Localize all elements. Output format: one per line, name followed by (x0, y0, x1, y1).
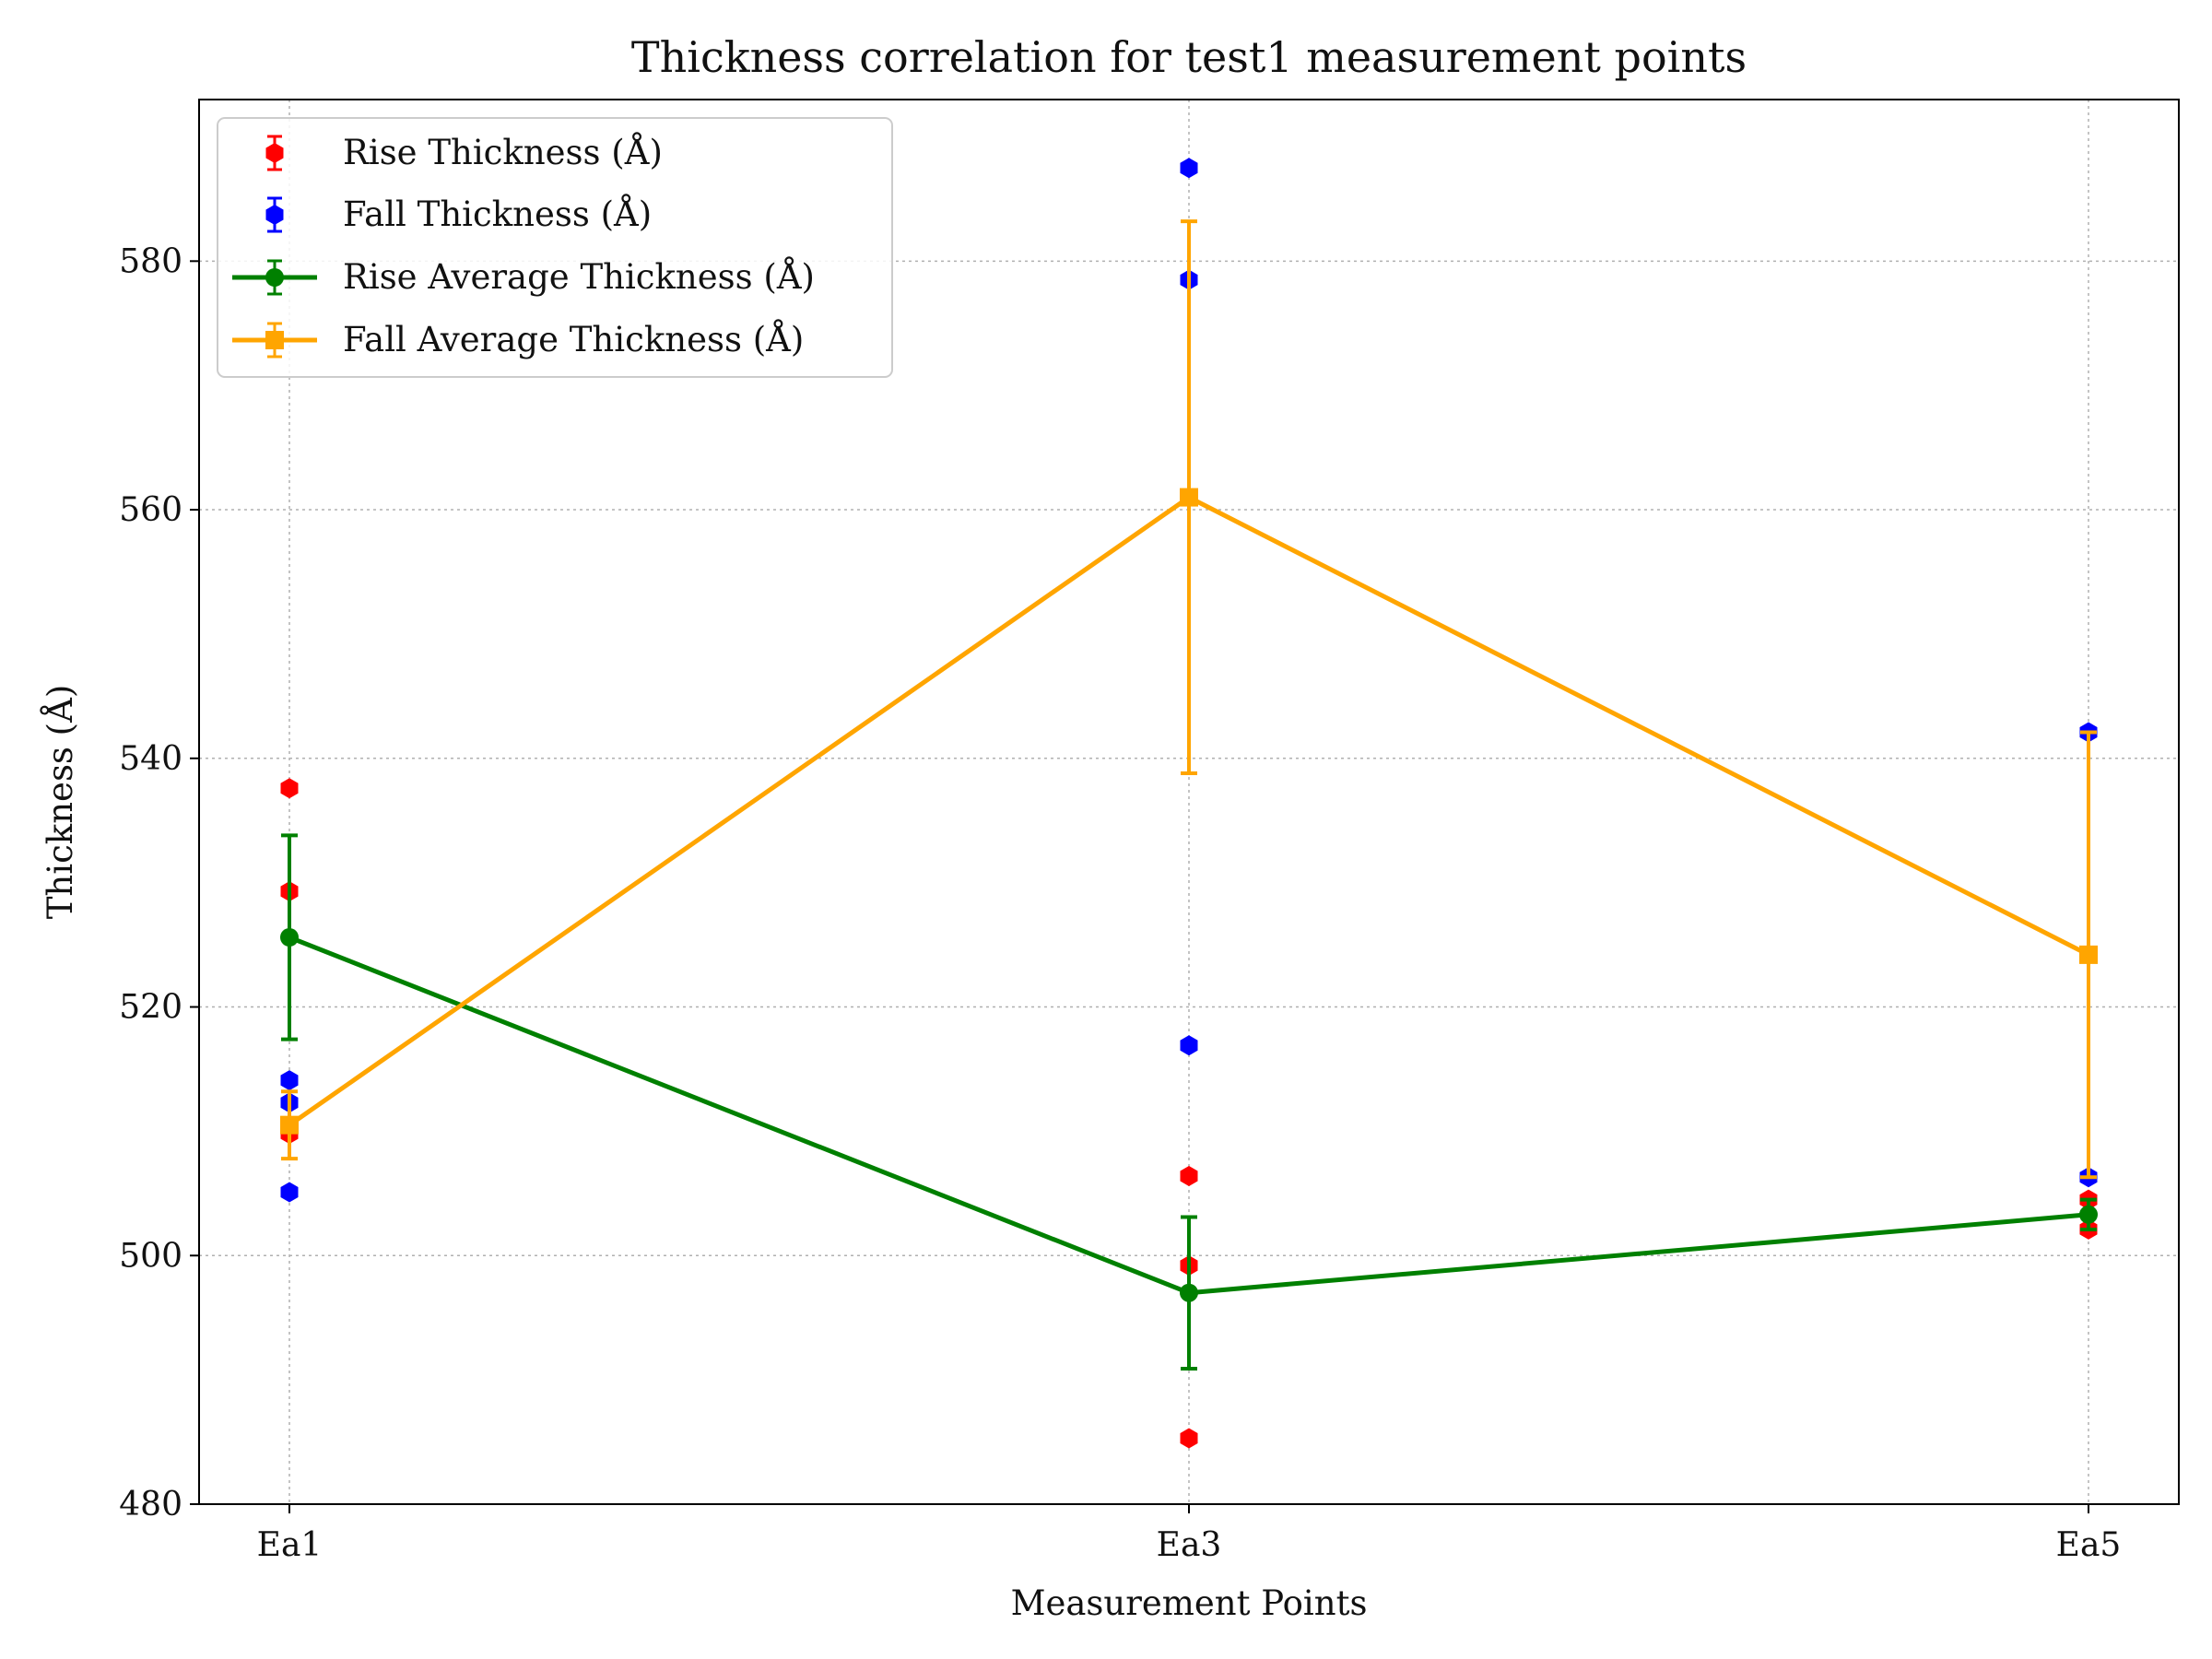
legend-marker (265, 205, 284, 225)
average-marker (1180, 488, 1198, 507)
legend-entry-3: Rise Average Thickness (Å) (232, 256, 815, 297)
y-tick-label: 500 (119, 1237, 182, 1275)
y-tick-label: 560 (119, 491, 182, 529)
series-4 (280, 219, 2098, 1180)
plot-series (280, 158, 2098, 1449)
data-point (280, 1070, 299, 1091)
series-3 (280, 833, 2098, 1371)
legend-label: Rise Average Thickness (Å) (343, 256, 815, 297)
legend-entry-4: Fall Average Thickness (Å) (232, 319, 804, 359)
legend-label: Fall Average Thickness (Å) (343, 319, 804, 359)
legend-entry-2: Fall Thickness (Å) (265, 194, 652, 234)
y-axis-label: Thickness (Å) (40, 685, 80, 920)
y-tick-label: 480 (119, 1486, 182, 1524)
legend-frame (217, 117, 893, 378)
series-2 (280, 158, 2098, 1203)
data-point (1180, 158, 1198, 179)
average-marker (2079, 945, 2098, 964)
average-marker (280, 1115, 299, 1135)
y-tick-label: 520 (119, 989, 182, 1027)
x-axis-label: Measurement Points (1011, 1583, 1368, 1623)
legend-label: Rise Thickness (Å) (343, 132, 663, 172)
legend-entry-1: Rise Thickness (Å) (265, 132, 663, 172)
data-point (1180, 1166, 1198, 1186)
legend-marker (265, 331, 284, 349)
y-tick-label: 540 (119, 740, 182, 778)
average-marker (280, 928, 299, 947)
legend: Rise Thickness (Å) Fall Thickness (Å) Rise… (217, 117, 893, 378)
average-marker (1180, 1283, 1198, 1302)
legend-marker (265, 268, 284, 287)
x-tick-label: Ea5 (2056, 1526, 2122, 1564)
data-point (280, 778, 299, 799)
data-point (280, 1182, 299, 1203)
legend-marker (265, 143, 284, 163)
average-marker (2079, 1205, 2098, 1224)
x-tick-label: Ea3 (1157, 1526, 1222, 1564)
data-point (1180, 1035, 1198, 1056)
axis-ticks: 480 500 520 540 560 580 Ea1 Ea3 Ea5 (119, 242, 2121, 1564)
chart-title: Thickness correlation for test1 measurem… (631, 32, 1747, 82)
legend-label: Fall Thickness (Å) (343, 194, 652, 234)
y-tick-label: 580 (119, 242, 182, 280)
data-point (1180, 1428, 1198, 1449)
x-tick-label: Ea1 (257, 1526, 323, 1564)
